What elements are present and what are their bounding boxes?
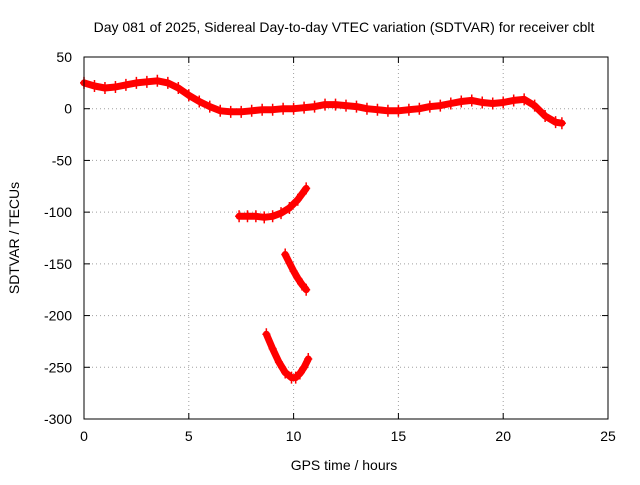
data-point: [281, 366, 290, 379]
data-point: [457, 95, 466, 108]
data-point: [467, 94, 476, 107]
data-point: [258, 103, 267, 116]
data-point: [163, 76, 172, 89]
data-point: [235, 210, 244, 223]
data-point: [289, 265, 298, 278]
data-point: [260, 211, 269, 224]
y-tick-label: -250: [44, 359, 72, 375]
data-point: [394, 104, 403, 117]
y-axis-label: SDTVAR / TECUs: [6, 182, 22, 294]
data-point: [331, 98, 340, 111]
data-point: [304, 353, 313, 366]
data-point: [509, 94, 518, 107]
y-tick-label: -100: [44, 204, 72, 220]
data-point: [295, 367, 304, 380]
x-tick-label: 10: [286, 428, 302, 444]
data-point: [300, 361, 309, 374]
data-point: [293, 272, 302, 285]
x-tick-label: 5: [185, 428, 193, 444]
data-point: [226, 105, 235, 118]
series-arc-b: [281, 248, 311, 296]
y-tick-label: -300: [44, 411, 72, 427]
data-point: [530, 99, 539, 112]
data-point: [174, 82, 183, 95]
data-point: [373, 103, 382, 116]
series-arc-a: [235, 182, 311, 224]
data-point: [268, 210, 277, 223]
data-point: [274, 356, 283, 369]
data-point: [268, 103, 277, 116]
data-point: [216, 104, 225, 117]
data-point: [551, 116, 560, 129]
data-point: [352, 100, 361, 113]
data-point: [478, 96, 487, 109]
y-tick-label: -200: [44, 308, 72, 324]
data-point: [279, 102, 288, 115]
data-point: [262, 328, 271, 341]
series-arc-c: [262, 328, 313, 384]
data-point: [291, 371, 300, 384]
data-point: [277, 207, 286, 220]
chart-title: Day 081 of 2025, Sidereal Day-to-day VTE…: [94, 19, 595, 35]
data-point: [488, 97, 497, 110]
data-point: [321, 98, 330, 111]
data-point: [425, 100, 434, 113]
data-point: [289, 102, 298, 115]
data-point: [111, 80, 120, 93]
x-tick-label: 25: [600, 428, 616, 444]
y-tick-label: -150: [44, 256, 72, 272]
plot-frame: [83, 56, 609, 420]
data-point: [247, 104, 256, 117]
data-point: [302, 283, 311, 296]
data-point: [121, 78, 130, 91]
data-point: [293, 193, 302, 206]
x-tick-label: 0: [80, 428, 88, 444]
data-point: [415, 102, 424, 115]
data-point: [205, 100, 214, 113]
data-point: [300, 101, 309, 114]
data-point: [557, 117, 566, 130]
data-point: [362, 102, 371, 115]
data-point: [285, 202, 294, 215]
data-point: [302, 182, 311, 195]
data-point: [142, 75, 151, 88]
data-point: [520, 93, 529, 106]
data-point: [436, 99, 445, 112]
data-point: [310, 100, 319, 113]
y-tick-label: 50: [56, 49, 72, 65]
data-point: [281, 248, 290, 261]
data-point: [251, 210, 260, 223]
data-point: [100, 82, 109, 95]
data-point: [237, 105, 246, 118]
data-point: [243, 210, 252, 223]
data-point: [268, 342, 277, 355]
data-point: [541, 109, 550, 122]
data-point: [90, 79, 99, 92]
x-axis-label: GPS time / hours: [291, 457, 398, 473]
axis-ticks: [83, 56, 609, 420]
data-point: [383, 104, 392, 117]
data-point: [404, 103, 413, 116]
series-main-arc: [80, 74, 566, 130]
x-tick-label: 15: [391, 428, 407, 444]
data-point: [446, 97, 455, 110]
data-point: [342, 99, 350, 112]
data-point: [132, 76, 141, 89]
x-tick-label: 20: [495, 428, 511, 444]
series-layer: [80, 74, 566, 384]
data-point: [184, 89, 193, 102]
grid-lines: [84, 57, 608, 419]
data-point: [285, 256, 294, 269]
data-point: [195, 95, 204, 108]
data-point: [297, 278, 306, 291]
tick-labels: 0 5 10 15 20 25 50 0 -50 -100 -150 -200 -250 -300: [44, 49, 616, 444]
data-point: [153, 74, 162, 87]
y-tick-label: -50: [52, 152, 72, 168]
data-point: [499, 96, 508, 109]
y-tick-label: 0: [64, 101, 72, 117]
